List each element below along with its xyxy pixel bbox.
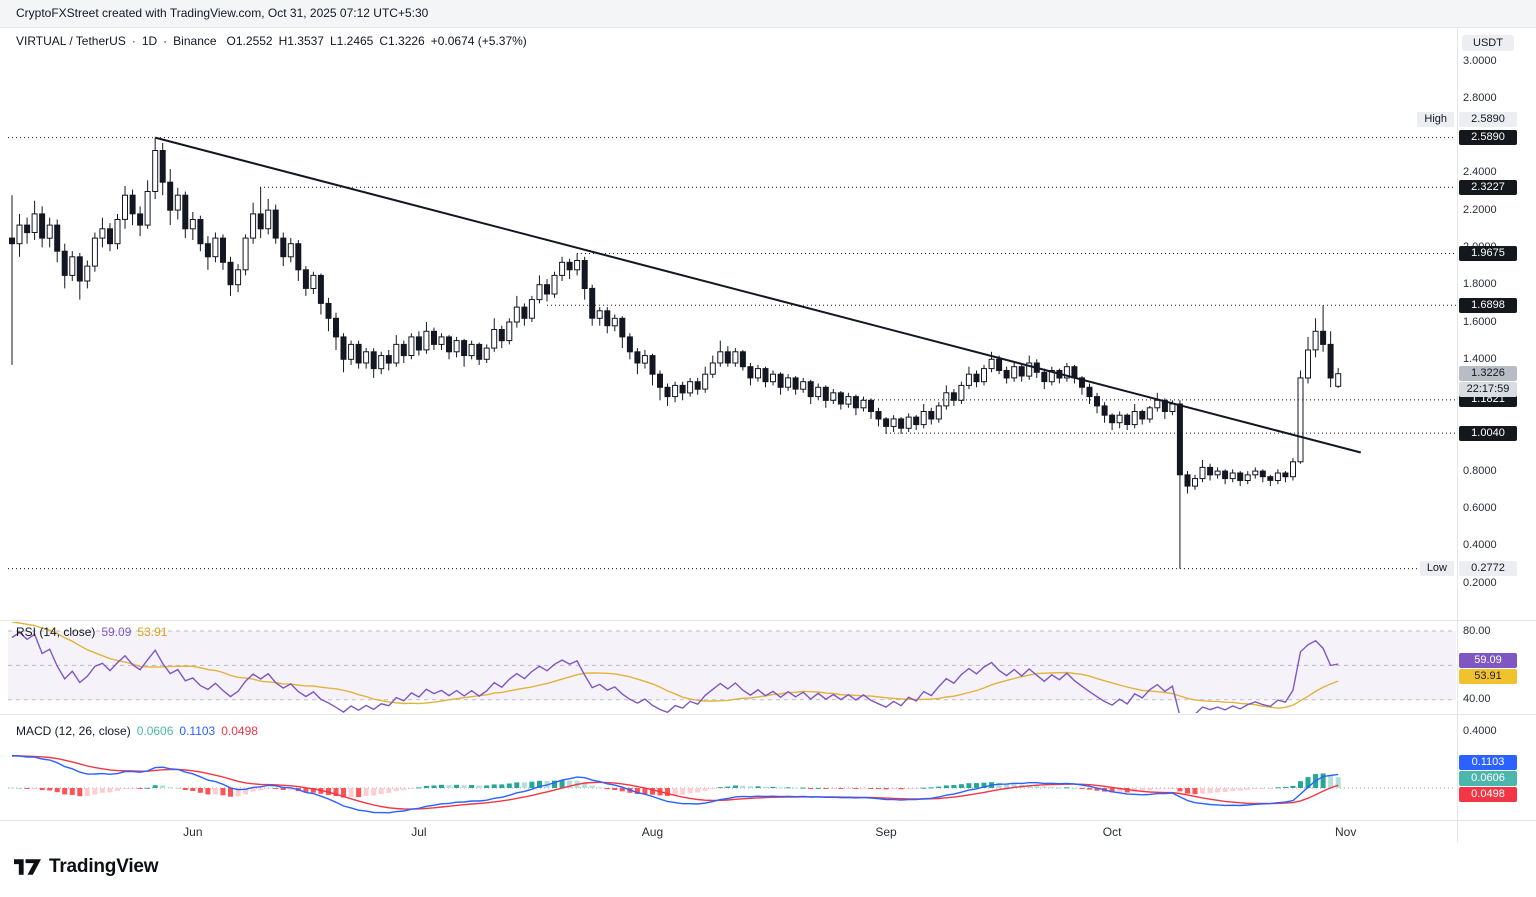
macd-line-value: 0.1103: [179, 724, 216, 738]
price-level-label: 2.5890: [1459, 130, 1517, 146]
price-tick-label: 1.4000: [1463, 352, 1497, 365]
legend-separator: ·: [131, 34, 136, 48]
price-tick-label: 0.6000: [1463, 501, 1497, 514]
tradingview-logo[interactable]: TradingView: [14, 855, 159, 879]
macd-tick-label: 0.4000: [1463, 724, 1497, 737]
change-value: +0.0674 (+5.37%): [430, 34, 527, 48]
low-price-label: 0.2772: [1459, 561, 1517, 577]
price-tick-label: 1.6000: [1463, 315, 1497, 328]
macd-legend: MACD (12, 26, close) 0.0606 0.1103 0.049…: [16, 724, 258, 738]
header-bar: CryptoFXStreet created with TradingView.…: [0, 0, 1536, 28]
rsi-tick-label: 80.00: [1463, 624, 1491, 637]
currency-badge[interactable]: USDT: [1462, 35, 1514, 51]
macd-axis-badge: 0.1103: [1459, 755, 1517, 770]
credit-text: CryptoFXStreet created with TradingView.…: [16, 6, 429, 20]
price-tick-label: 2.4000: [1463, 166, 1497, 179]
symbol-legend: VIRTUAL / TetherUS · 1D · Binance O1.255…: [16, 34, 527, 48]
month-label[interactable]: Oct: [1102, 825, 1122, 839]
month-label[interactable]: Jul: [411, 825, 427, 839]
price-tick-label: 0.4000: [1463, 539, 1497, 552]
interval-label[interactable]: 1D: [141, 34, 158, 48]
rsi-value: 59.09: [101, 625, 132, 639]
high-price-label: 2.5890: [1459, 112, 1517, 128]
tradingview-logo-icon: [14, 859, 41, 875]
month-label[interactable]: Nov: [1335, 825, 1357, 839]
close-value: C1.3226: [379, 34, 425, 48]
high-value: H1.3537: [278, 34, 324, 48]
price-level-label: 1.0040: [1459, 425, 1517, 441]
month-label[interactable]: Aug: [641, 825, 664, 839]
bar-countdown-label: 22:17:59: [1459, 381, 1517, 397]
price-level-label: 2.3227: [1459, 179, 1517, 195]
rsi-ma-axis-badge: 53.91: [1459, 669, 1517, 684]
price-level-label: 1.9675: [1459, 245, 1517, 261]
price-tick-label: 1.8000: [1463, 278, 1497, 291]
price-tick-label: 2.2000: [1463, 203, 1497, 216]
high-marker-label: High: [1417, 112, 1454, 128]
open-value: O1.2552: [226, 34, 273, 48]
rsi-title[interactable]: RSI (14, close): [16, 625, 96, 639]
rsi-legend: RSI (14, close) 59.09 53.91: [16, 625, 167, 639]
low-value: L1.2465: [329, 34, 374, 48]
macd-hist-axis-badge: 0.0606: [1459, 771, 1517, 786]
exchange-label: Binance: [173, 34, 217, 48]
month-label[interactable]: Jun: [183, 825, 203, 839]
price-tick-label: 3.0000: [1463, 54, 1497, 67]
price-level-label: 1.6898: [1459, 297, 1517, 313]
legend-separator: ·: [163, 34, 168, 48]
last-price-label: 1.3226: [1459, 366, 1517, 382]
price-tick-label: 0.8000: [1463, 464, 1497, 477]
macd-signal-value: 0.0498: [221, 724, 258, 738]
macd-hist-value: 0.0606: [136, 724, 174, 738]
price-tick-label: 0.2000: [1463, 576, 1497, 589]
rsi-tick-label: 40.00: [1463, 693, 1491, 706]
low-marker-label: Low: [1419, 561, 1454, 577]
rsi-axis-badge: 59.09: [1459, 653, 1517, 668]
symbol-name[interactable]: VIRTUAL / TetherUS: [16, 34, 126, 48]
macd-title[interactable]: MACD (12, 26, close): [16, 724, 131, 738]
price-tick-label: 2.8000: [1463, 91, 1497, 104]
brand-wordmark: TradingView: [49, 856, 159, 877]
month-label[interactable]: Sep: [875, 825, 897, 839]
macd-signal-axis-badge: 0.0498: [1459, 787, 1517, 802]
rsi-ma-value: 53.91: [137, 625, 168, 639]
